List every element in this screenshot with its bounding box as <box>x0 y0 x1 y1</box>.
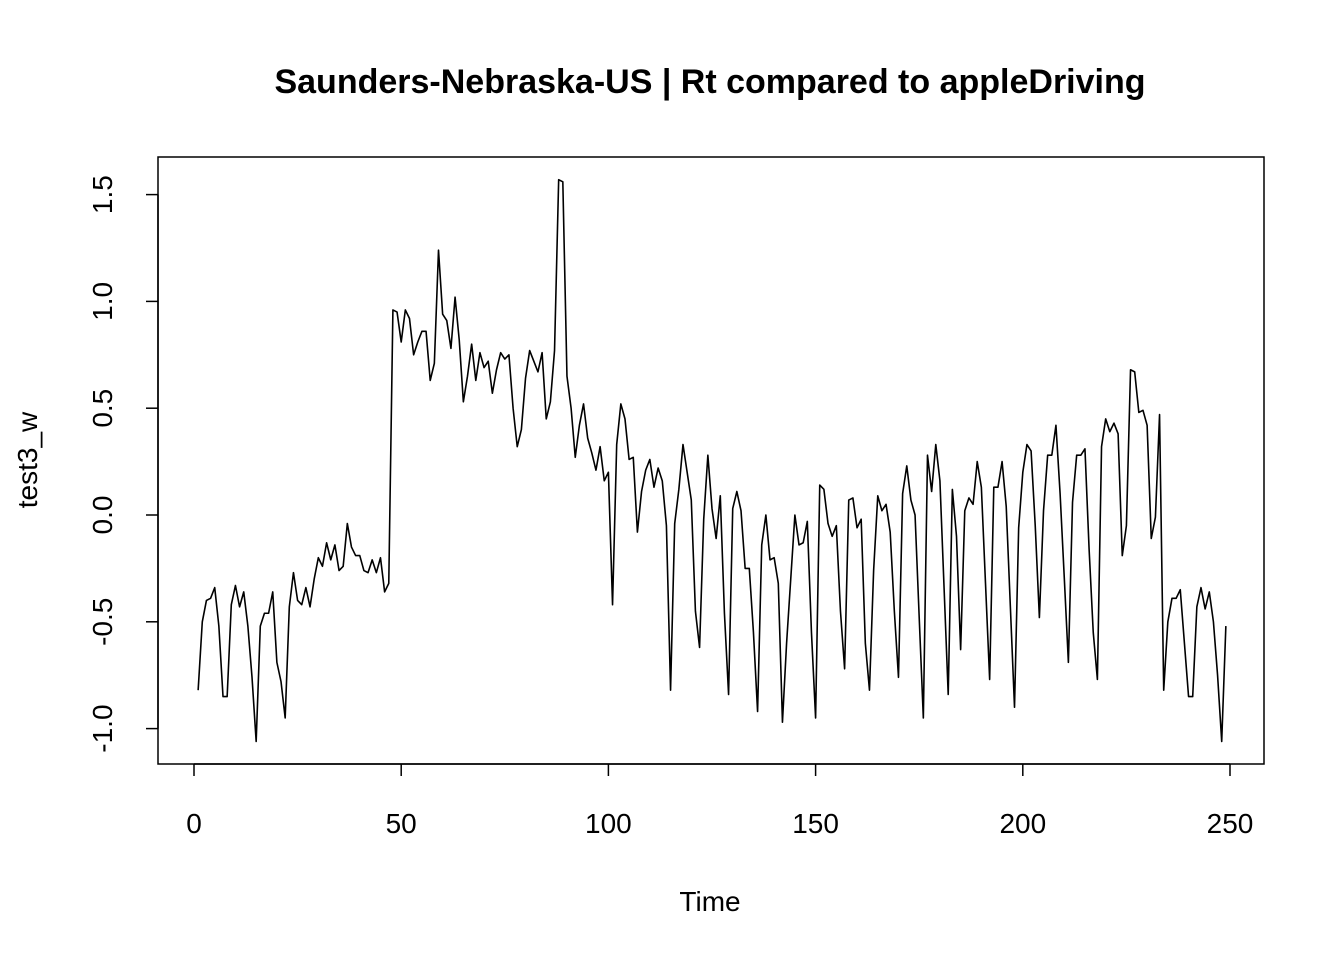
y-axis: -1.0 -0.5 0.0 0.5 1.0 1.5 <box>87 175 159 753</box>
series-group <box>197 178 1227 743</box>
y-tick-label: 0.0 <box>87 496 118 535</box>
y-tick-label: 1.5 <box>87 175 118 214</box>
x-tick-label: 200 <box>999 808 1046 839</box>
x-tick-label: 0 <box>186 808 202 839</box>
y-tick-label: -0.5 <box>87 598 118 646</box>
chart-title: Saunders-Nebraska-US | Rt compared to ap… <box>274 63 1145 101</box>
x-tick-label: 100 <box>585 808 632 839</box>
x-axis-label: Time <box>679 886 740 917</box>
x-tick-label: 50 <box>386 808 417 839</box>
x-tick-label: 250 <box>1207 808 1254 839</box>
x-tick-label: 150 <box>792 808 839 839</box>
x-axis: 0 50 100 150 200 250 <box>186 763 1254 839</box>
y-tick-label: 0.5 <box>87 389 118 428</box>
y-tick-label: -1.0 <box>87 704 118 752</box>
y-axis-label: test3_w <box>12 411 43 508</box>
series-line <box>197 178 1227 743</box>
y-tick-label: 1.0 <box>87 282 118 321</box>
